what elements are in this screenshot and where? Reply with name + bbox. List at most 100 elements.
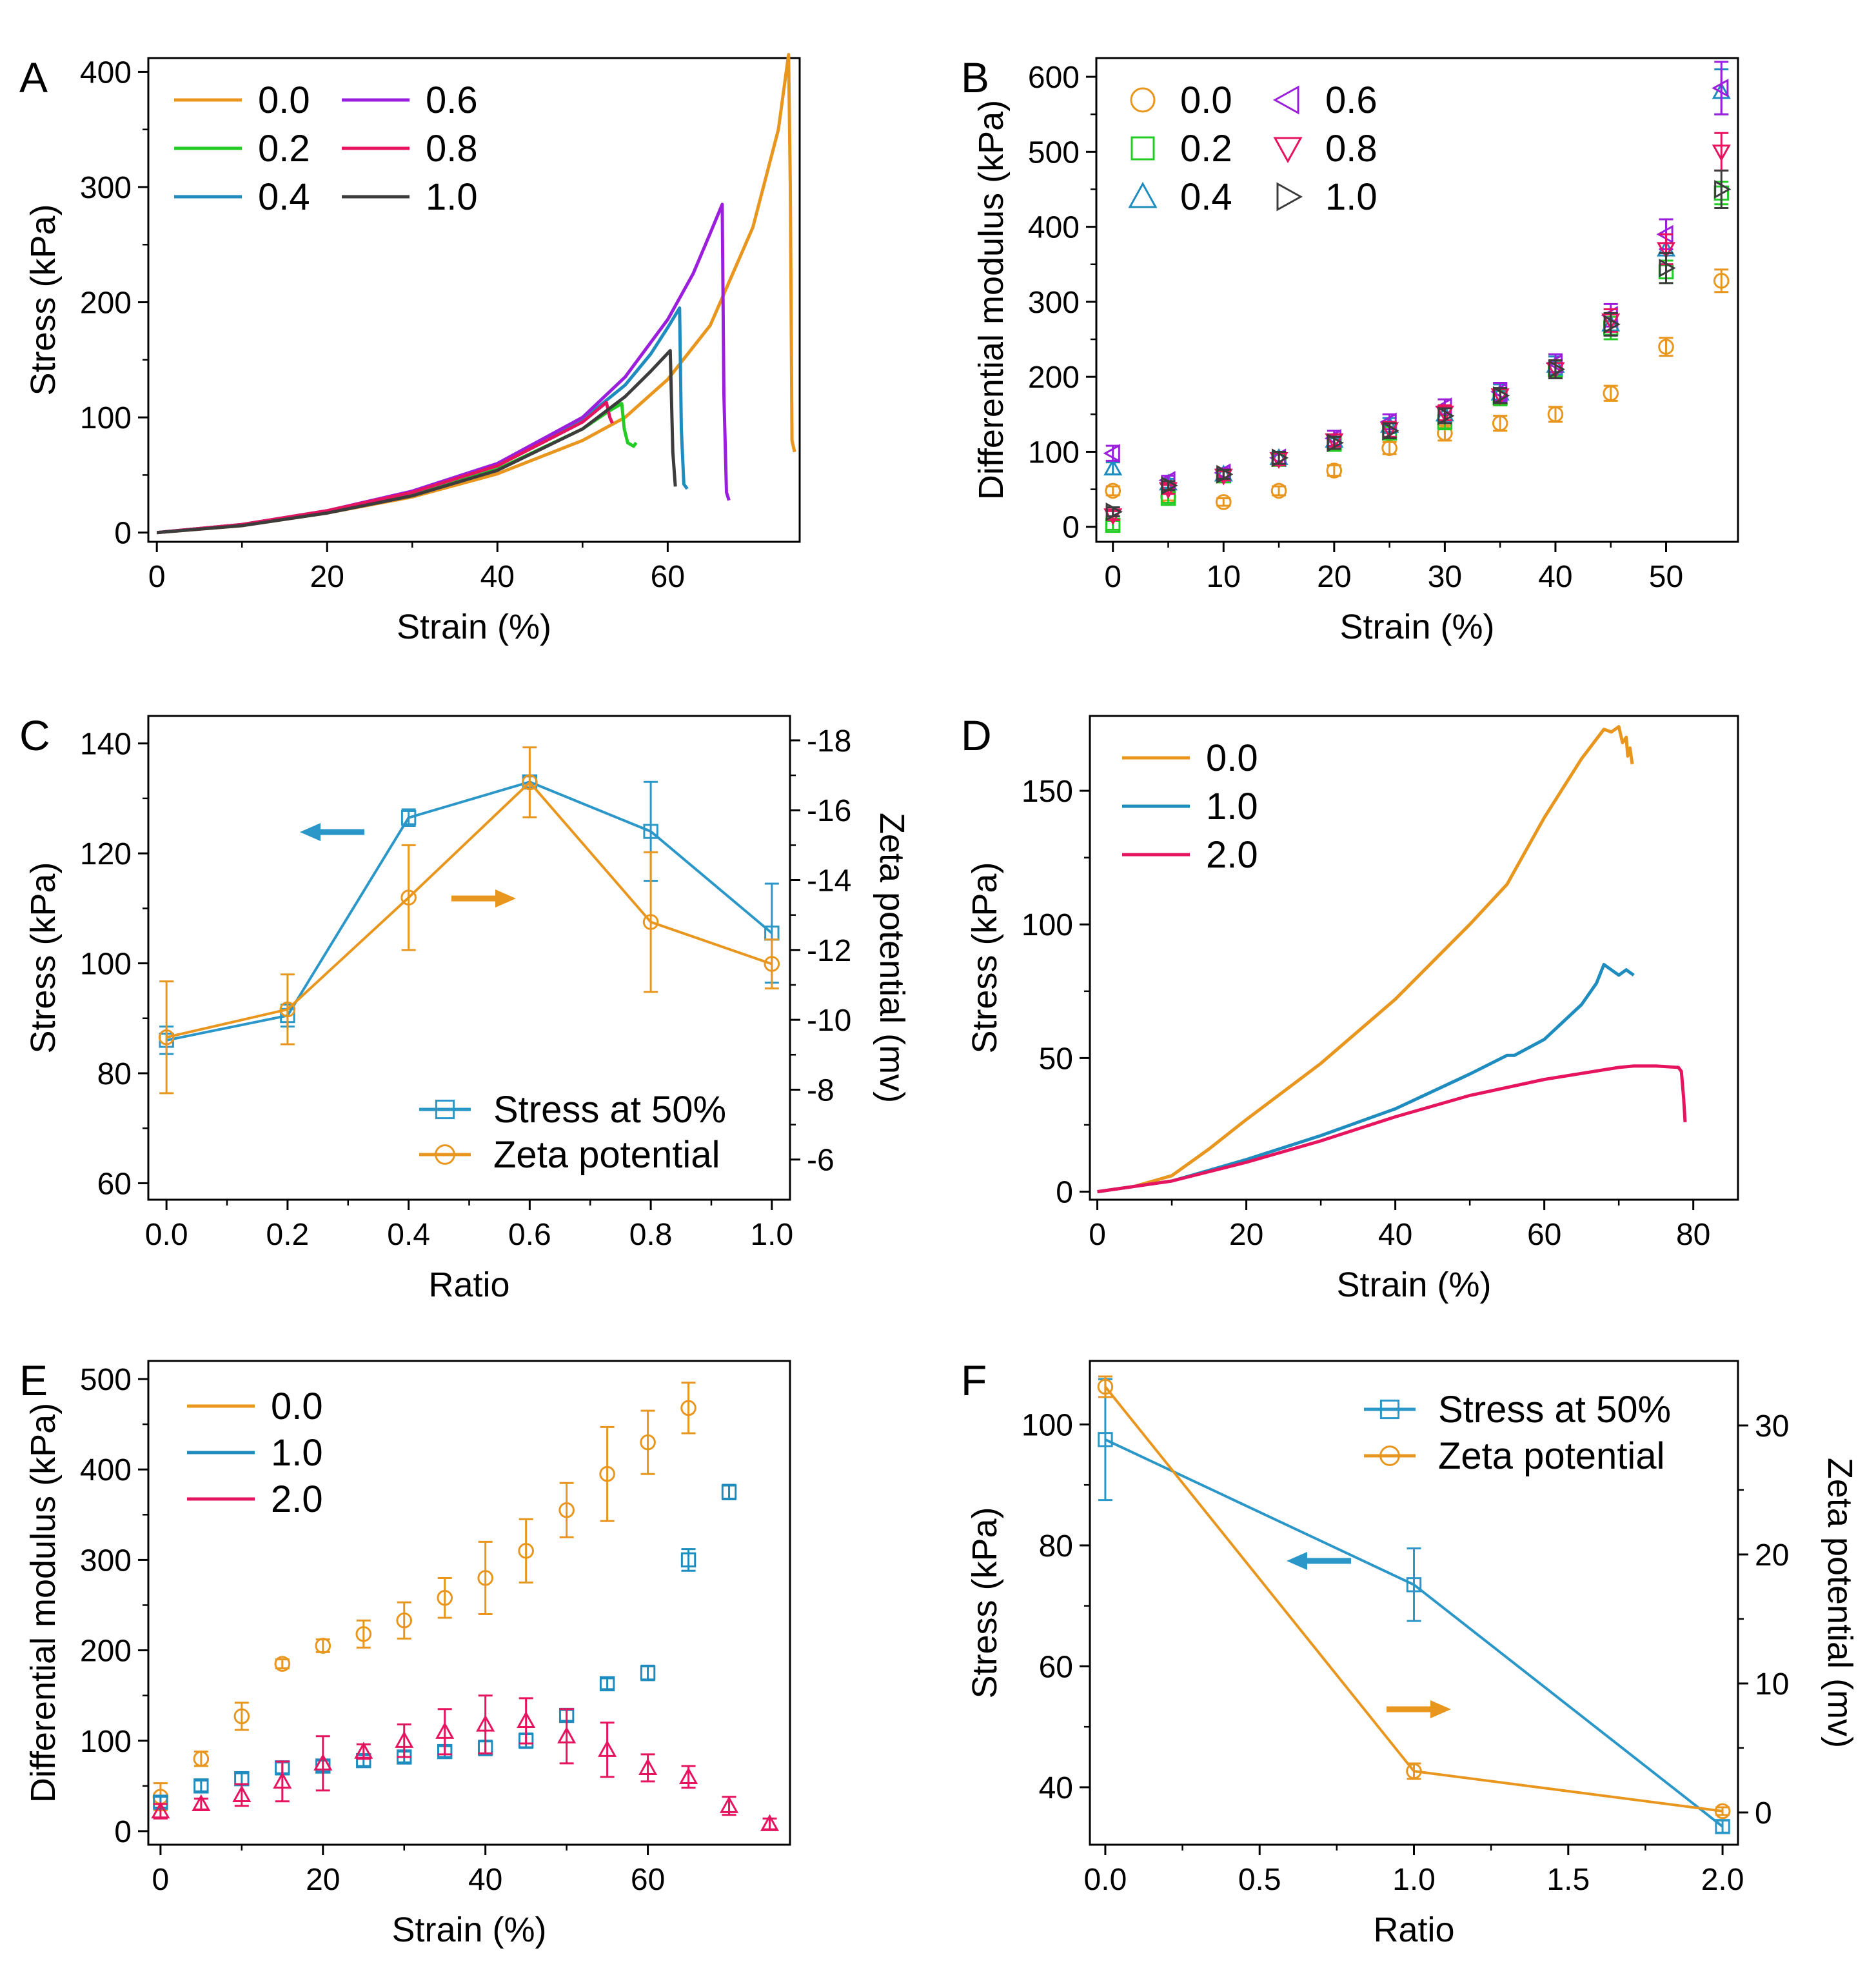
panel-label-D: D <box>961 711 992 759</box>
y-axis-label: Differential modulus (kPa) <box>24 1403 63 1803</box>
y-tick-label: 200 <box>80 286 132 321</box>
legend-marker <box>1273 137 1303 164</box>
x-tick-label: 60 <box>651 560 685 594</box>
data-point <box>193 1778 209 1794</box>
x-tick-label: 50 <box>1649 560 1683 594</box>
x-tick-label: 30 <box>1428 560 1462 594</box>
data-point <box>279 1001 296 1018</box>
x-axis-label: Strain (%) <box>391 1910 546 1949</box>
y2-tick-label: 20 <box>1755 1538 1789 1573</box>
data-point <box>640 1434 656 1451</box>
data-point <box>1098 1432 1113 1447</box>
legend-item: 2.0 <box>187 1478 323 1520</box>
data-point <box>1105 482 1121 499</box>
data-point <box>679 1767 698 1784</box>
x-tick-label: 40 <box>1378 1218 1412 1252</box>
axis-arrow-head <box>495 889 516 908</box>
data-point <box>1103 458 1123 476</box>
y2-axis-label: Zeta potential (mv) <box>1821 1458 1859 1748</box>
y-tick-label: 300 <box>80 171 132 205</box>
series-line <box>156 53 796 535</box>
x-tick-label: 0 <box>1104 560 1121 594</box>
legend-item: 0.4 <box>1128 176 1232 218</box>
y-tick-label: 150 <box>1022 775 1073 809</box>
y-tick-label: 60 <box>97 1167 132 1201</box>
legend-item: 2.0 <box>1122 834 1258 876</box>
series-0-8 <box>156 401 614 535</box>
y-tick-label: 600 <box>1028 61 1080 95</box>
y2-tick-label: -14 <box>807 864 851 898</box>
panel-label-E: E <box>19 1356 48 1404</box>
data-point <box>193 1751 210 1767</box>
legend-item: 0.6 <box>342 79 478 121</box>
legend-item: 1.0 <box>1276 176 1377 218</box>
data-point <box>599 1676 615 1692</box>
legend-item: 0.2 <box>1131 128 1232 170</box>
y2-tick-label: -6 <box>807 1144 834 1178</box>
series-line <box>1097 725 1634 1194</box>
y-axis-label: Stress (kPa) <box>24 862 63 1053</box>
series-line <box>156 306 689 535</box>
x-tick-label: 20 <box>1317 560 1351 594</box>
legend-label: 0.0 <box>1180 79 1232 121</box>
x-tick-label: 0 <box>152 1863 170 1897</box>
legend-label: Stress at 50% <box>1438 1389 1671 1431</box>
x-tick-label: 0 <box>148 560 166 594</box>
y2-tick-label: 30 <box>1755 1409 1789 1444</box>
legend-item: 1.0 <box>342 176 478 218</box>
y2-tick-label: 0 <box>1755 1796 1772 1831</box>
data-point <box>151 1801 170 1819</box>
y-axis-label: Stress (kPa) <box>965 1507 1004 1698</box>
legend-label: 0.2 <box>258 128 310 170</box>
legend-item: 0.0 <box>1122 737 1258 779</box>
y2-axis-label: Zeta potential (mv) <box>873 813 911 1103</box>
data-point <box>1105 502 1123 522</box>
legend-item: 0.8 <box>342 128 478 170</box>
y-tick-label: 80 <box>1039 1529 1073 1563</box>
series-0-6 <box>1103 61 1729 490</box>
data-point <box>557 1726 577 1743</box>
y-tick-label: 400 <box>80 55 132 90</box>
series-line <box>156 349 677 535</box>
legend-item: Stress at 50% <box>1364 1389 1671 1431</box>
data-point <box>158 1029 175 1046</box>
x-tick-label: 1.5 <box>1546 1863 1590 1897</box>
legend-item: Stress at 50% <box>419 1089 726 1131</box>
data-point <box>1215 494 1232 510</box>
data-point <box>643 824 658 839</box>
y-tick-label: 100 <box>80 1725 132 1759</box>
data-point <box>642 914 659 930</box>
x-tick-label: 0.6 <box>508 1218 551 1252</box>
y2-tick-label: -18 <box>807 724 851 759</box>
x-axis-label: Ratio <box>1373 1910 1454 1949</box>
data-point <box>1406 1577 1422 1593</box>
legend-label: 0.0 <box>1206 737 1258 779</box>
y-axis-label: Stress (kPa) <box>965 862 1004 1053</box>
legend-label: 2.0 <box>271 1478 323 1520</box>
data-point <box>1659 259 1676 278</box>
y-tick-label: 140 <box>80 728 132 762</box>
y-tick-label: 0 <box>114 517 132 551</box>
data-point <box>400 809 417 826</box>
x-tick-label: 20 <box>1229 1218 1263 1252</box>
y2-tick-label: -10 <box>807 1004 851 1038</box>
legend-item: 0.0 <box>174 79 310 121</box>
legend-item: 1.0 <box>187 1432 323 1474</box>
legend-item: 0.4 <box>174 176 310 218</box>
legend-item: 0.0 <box>1130 79 1232 121</box>
panel-label-A: A <box>19 54 48 101</box>
data-point <box>1382 421 1399 441</box>
data-point <box>315 1638 331 1654</box>
legend-marker <box>1276 182 1303 212</box>
data-point <box>1603 385 1619 402</box>
data-point <box>233 1708 250 1725</box>
y-axis-label: Differential modulus (kPa) <box>972 100 1011 500</box>
axis-arrow-head <box>1287 1552 1307 1570</box>
x-tick-label: 40 <box>1538 560 1572 594</box>
data-point <box>764 956 780 972</box>
data-point <box>1381 440 1397 456</box>
data-point <box>1161 476 1178 495</box>
data-point <box>1713 273 1730 289</box>
data-point <box>558 1502 575 1518</box>
y-tick-label: 300 <box>80 1543 132 1578</box>
